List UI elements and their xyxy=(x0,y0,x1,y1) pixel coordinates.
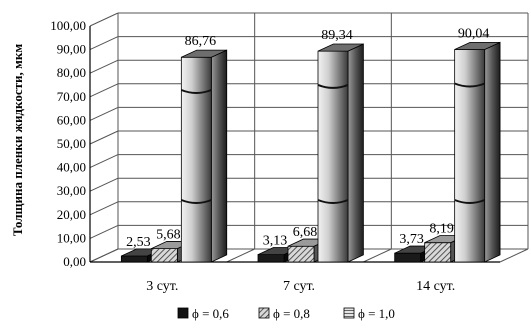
category-label: 14 сут. xyxy=(416,279,455,294)
y-tick-label: 100,00 xyxy=(50,18,86,33)
floor-divider xyxy=(89,248,119,263)
bar-front xyxy=(454,49,486,263)
y-tick-label: 70,00 xyxy=(57,89,86,104)
bar-front xyxy=(394,252,422,263)
legend-label: ϕ = 0,6 xyxy=(192,306,229,321)
data-label: 5,68 xyxy=(156,228,181,243)
y-tick-label: 90,00 xyxy=(57,42,86,57)
y-tick-label: 0,00 xyxy=(63,254,86,269)
data-label: 3,13 xyxy=(263,234,288,249)
y-axis-title: Толщина пленки жидкости, мкм xyxy=(10,44,25,236)
bars xyxy=(120,41,501,263)
bar-top xyxy=(454,41,501,50)
bar-band xyxy=(180,199,212,204)
labels: 0,00 10,00 20,00 30,00 40,00 50,00 60,00 70,00 8… xyxy=(50,18,489,294)
bar-band xyxy=(317,199,349,204)
bar-top xyxy=(317,43,364,52)
data-label: 89,34 xyxy=(321,28,353,43)
y-tick-label: 10,00 xyxy=(57,230,86,245)
gridline-depth xyxy=(89,177,119,192)
bar xyxy=(454,41,501,263)
legend-swatch xyxy=(177,307,189,319)
gridline-depth xyxy=(89,154,119,169)
data-label: 90,04 xyxy=(458,27,490,42)
bar-front xyxy=(287,245,315,263)
legend-item: ϕ = 0,6 xyxy=(177,306,229,321)
bar-top xyxy=(181,49,227,58)
legend-item: ϕ = 1,0 xyxy=(343,306,395,321)
floor-divider xyxy=(499,248,529,263)
bar-side xyxy=(347,43,364,263)
y-tick-label: 40,00 xyxy=(57,160,86,175)
bar-band xyxy=(180,89,212,95)
bar-front xyxy=(424,242,452,263)
legend-swatch xyxy=(258,307,270,319)
bar xyxy=(317,43,364,263)
bar-front xyxy=(120,255,148,263)
bar-front xyxy=(150,248,178,263)
gridline-depth xyxy=(89,59,119,74)
legend: ϕ = 0,6 ϕ = 0,8 ϕ = 1,0 xyxy=(177,306,395,321)
legend-label: ϕ = 1,0 xyxy=(358,306,395,321)
y-tick-label: 60,00 xyxy=(57,112,86,127)
gridline-depth xyxy=(89,83,119,98)
gridline-depth xyxy=(89,36,119,51)
data-label: 86,76 xyxy=(185,34,217,49)
category-label: 7 сут. xyxy=(283,279,315,294)
floor-divider xyxy=(363,248,392,263)
gridline-depth xyxy=(89,106,119,121)
data-label: 6,68 xyxy=(293,225,318,240)
bar xyxy=(180,49,228,263)
legend-item: ϕ = 0,8 xyxy=(258,306,310,321)
bar-front xyxy=(317,50,349,263)
bar-band xyxy=(317,83,349,89)
data-label: 2,53 xyxy=(126,235,151,250)
bar-side xyxy=(210,49,228,263)
bar-side xyxy=(484,41,501,263)
gridline-depth xyxy=(89,130,119,145)
y-tick-label: 30,00 xyxy=(57,183,86,198)
gridline-depth xyxy=(89,224,119,239)
y-tick-label: 20,00 xyxy=(57,207,86,222)
bar-front xyxy=(257,254,285,263)
bar-front xyxy=(180,56,212,263)
gridline-depth xyxy=(89,201,119,216)
bar-band xyxy=(454,82,486,88)
bar-band xyxy=(454,199,486,204)
data-label: 8,19 xyxy=(429,222,454,237)
y-tick-label: 80,00 xyxy=(57,65,86,80)
legend-swatch xyxy=(343,307,355,319)
data-label: 3,73 xyxy=(399,232,424,247)
y-tick-label: 50,00 xyxy=(57,136,86,151)
gridline-depth xyxy=(89,12,119,27)
category-label: 3 сут. xyxy=(146,279,178,294)
legend-label: ϕ = 0,8 xyxy=(273,306,310,321)
floor-divider xyxy=(226,248,255,263)
